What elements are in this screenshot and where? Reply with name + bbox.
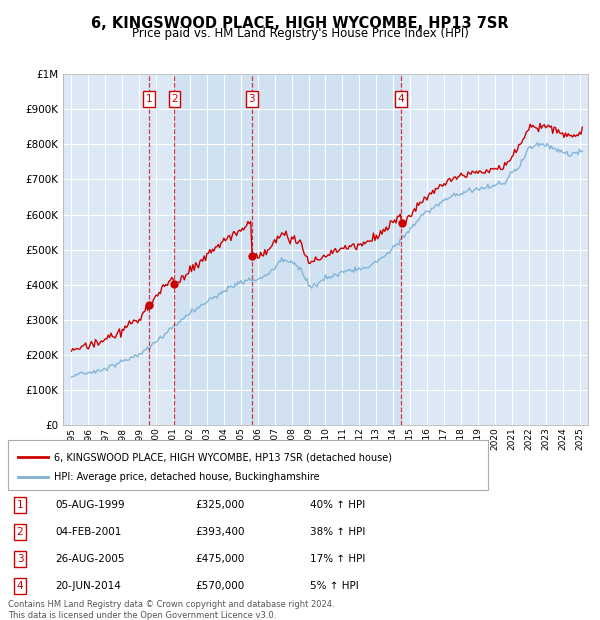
- FancyBboxPatch shape: [8, 440, 488, 490]
- Text: £393,400: £393,400: [195, 527, 245, 537]
- Text: 6, KINGSWOOD PLACE, HIGH WYCOMBE, HP13 7SR: 6, KINGSWOOD PLACE, HIGH WYCOMBE, HP13 7…: [91, 16, 509, 30]
- Text: 3: 3: [17, 554, 23, 564]
- Text: HPI: Average price, detached house, Buckinghamshire: HPI: Average price, detached house, Buck…: [54, 472, 320, 482]
- Text: Contains HM Land Registry data © Crown copyright and database right 2024.
This d: Contains HM Land Registry data © Crown c…: [8, 600, 335, 620]
- Text: Price paid vs. HM Land Registry's House Price Index (HPI): Price paid vs. HM Land Registry's House …: [131, 27, 469, 40]
- Text: £325,000: £325,000: [195, 500, 244, 510]
- Text: 17% ↑ HPI: 17% ↑ HPI: [310, 554, 365, 564]
- Text: 26-AUG-2005: 26-AUG-2005: [55, 554, 125, 564]
- Text: 38% ↑ HPI: 38% ↑ HPI: [310, 527, 365, 537]
- Text: 20-JUN-2014: 20-JUN-2014: [55, 581, 121, 591]
- Text: 2: 2: [171, 94, 178, 104]
- Text: 4: 4: [17, 581, 23, 591]
- Text: 5% ↑ HPI: 5% ↑ HPI: [310, 581, 359, 591]
- Text: 40% ↑ HPI: 40% ↑ HPI: [310, 500, 365, 510]
- Text: 4: 4: [398, 94, 404, 104]
- Bar: [175, 74, 401, 425]
- Text: 3: 3: [248, 94, 255, 104]
- Text: 1: 1: [146, 94, 152, 104]
- Text: 04-FEB-2001: 04-FEB-2001: [55, 527, 121, 537]
- Text: £570,000: £570,000: [195, 581, 244, 591]
- Text: 1: 1: [17, 500, 23, 510]
- Text: 2: 2: [17, 527, 23, 537]
- Text: £475,000: £475,000: [195, 554, 244, 564]
- Text: 6, KINGSWOOD PLACE, HIGH WYCOMBE, HP13 7SR (detached house): 6, KINGSWOOD PLACE, HIGH WYCOMBE, HP13 7…: [54, 452, 392, 462]
- Text: 05-AUG-1999: 05-AUG-1999: [55, 500, 125, 510]
